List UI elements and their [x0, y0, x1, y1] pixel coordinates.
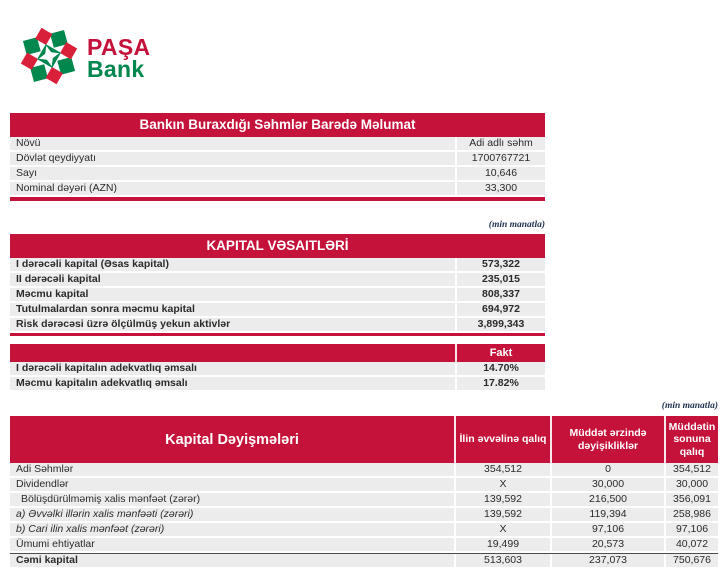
row-label: b) Cari ilin xalis mənfəət (zərəri): [16, 523, 165, 535]
row-label: I dərəcəli kapitalın adekvatlıq əmsalı: [16, 362, 197, 374]
row-value: 10,646: [455, 167, 545, 180]
row-label: Cəmi kapital: [16, 554, 78, 566]
row-value: 33,300: [455, 182, 545, 195]
total-row: Cəmi kapital 513,603 237,073 750,676: [10, 553, 718, 569]
logo-rosette-icon: [20, 27, 78, 90]
issued-shares-table: Bankın Buraxdığı Səhmlər Barədə Məlumat …: [10, 113, 545, 201]
capital-changes-title: Kapital Dəyişmələri: [165, 431, 299, 448]
logo-word-pasha: PAŞA: [87, 33, 151, 60]
table-row: I dərəcəli kapitalın adekvatlıq əmsalı 1…: [10, 362, 545, 377]
table-row: Məcmu kapital 808,337: [10, 288, 545, 303]
cell-beginning-balance: X: [454, 478, 550, 491]
header-spacer: [10, 344, 455, 362]
table-row: Ümumi ehtiyatlar 19,499 20,573 40,072: [10, 538, 718, 553]
table-row: Növü Adi adlı səhm: [10, 137, 545, 152]
cell-ending-balance: 356,091: [664, 493, 718, 506]
capital-resources-table: KAPITAL VƏSAITLƏRİ I dərəcəli kapital (Ə…: [10, 234, 545, 336]
table-bottom-rule: [10, 333, 545, 336]
table-row: Nominal dəyəri (AZN) 33,300: [10, 182, 545, 197]
column-header: İlin əvvəlinə qalıq: [454, 416, 550, 463]
fakt-column-header: Fakt: [455, 344, 545, 362]
cell-ending-balance: 258,986: [664, 508, 718, 521]
cell-period-change: 20,573: [550, 538, 664, 551]
unit-note: (min manatla): [661, 401, 718, 411]
row-label: Nominal dəyəri (AZN): [16, 182, 117, 194]
table-row: b) Cari ilin xalis mənfəət (zərəri) X 97…: [10, 523, 718, 538]
row-label: Məcmu kapitalın adekvatlıq əmsalı: [16, 377, 188, 389]
row-value: 1700767721: [455, 152, 545, 165]
table-row: a) Əvvəlki illərin xalis mənfəəti (zərər…: [10, 508, 718, 523]
cell-ending-balance: 40,072: [664, 538, 718, 551]
cell-period-change: 119,394: [550, 508, 664, 521]
cell-beginning-balance: 139,592: [454, 493, 550, 506]
adequacy-table: Fakt I dərəcəli kapitalın adekvatlıq əms…: [10, 344, 545, 392]
table-row: Sayı 10,646: [10, 167, 545, 182]
unit-note: (min manatla): [488, 220, 545, 230]
row-label: Bölüşdürülməmiş xalis mənfəət (zərər): [21, 493, 201, 505]
row-value: Adi adlı səhm: [455, 137, 545, 150]
capital-resources-title: KAPITAL VƏSAITLƏRİ: [10, 234, 545, 258]
cell-period-change: 216,500: [550, 493, 664, 506]
row-label: Tutulmalardan sonra məcmu kapital: [16, 303, 195, 315]
issued-shares-title: Bankın Buraxdığı Səhmlər Barədə Məlumat: [10, 113, 545, 137]
cell-beginning-balance: 139,592: [454, 508, 550, 521]
column-header: Müddətin sonuna qalıq: [664, 416, 718, 463]
cell-ending-balance: 97,106: [664, 523, 718, 536]
row-label: Sayı: [16, 167, 38, 179]
cell-beginning-balance: 354,512: [454, 463, 550, 476]
row-label: a) Əvvəlki illərin xalis mənfəəti (zərər…: [16, 508, 194, 520]
row-label: Məcmu kapital: [16, 288, 89, 300]
cell-period-change: 97,106: [550, 523, 664, 536]
row-label: Dividendlər: [16, 478, 69, 490]
row-label: Növü: [16, 137, 41, 149]
table-row: II dərəcəli kapital 235,015: [10, 273, 545, 288]
cell-ending-balance: 30,000: [664, 478, 718, 491]
cell-ending-balance: 750,676: [664, 554, 718, 567]
capital-changes-table: Kapital Dəyişmələri İlin əvvəlinə qalıq …: [10, 416, 718, 569]
row-value: 573,322: [455, 258, 545, 271]
cell-period-change: 30,000: [550, 478, 664, 491]
table-row: Dövlət qeydiyyatı 1700767721: [10, 152, 545, 167]
row-value: 14.70%: [455, 362, 545, 375]
table-row: Dividendlər X 30,000 30,000: [10, 478, 718, 493]
cell-beginning-balance: 19,499: [454, 538, 550, 551]
cell-ending-balance: 354,512: [664, 463, 718, 476]
adequacy-header-row: Fakt: [10, 344, 545, 362]
logo-wordmark: PAŞA Bank: [87, 33, 151, 82]
logo-word-bank: Bank: [87, 55, 145, 82]
row-value: 694,972: [455, 303, 545, 316]
table-row: Tutulmalardan sonra məcmu kapital 694,97…: [10, 303, 545, 318]
capital-changes-header-row: Kapital Dəyişmələri İlin əvvəlinə qalıq …: [10, 416, 718, 463]
cell-period-change: 0: [550, 463, 664, 476]
row-value: 3,899,343: [455, 318, 545, 331]
row-label: Dövlət qeydiyyatı: [16, 152, 96, 164]
table-row: I dərəcəli kapital (Əsas kapital) 573,32…: [10, 258, 545, 273]
pasha-bank-logo: PAŞA Bank: [20, 27, 150, 90]
row-value: 235,015: [455, 273, 545, 286]
row-label: Ümumi ehtiyatlar: [16, 538, 95, 550]
table-row: Bölüşdürülməmiş xalis mənfəət (zərər) 13…: [10, 493, 718, 508]
row-label: I dərəcəli kapital (Əsas kapital): [16, 258, 169, 270]
row-label: Risk dərəcəsi üzrə ölçülmüş yekun aktivl…: [16, 318, 231, 330]
row-value: 17.82%: [455, 377, 545, 390]
cell-beginning-balance: 513,603: [454, 554, 550, 567]
table-row: Adi Səhmlər 354,512 0 354,512: [10, 463, 718, 478]
column-header: Müddət ərzində dəyişikliklər: [550, 416, 664, 463]
row-value: 808,337: [455, 288, 545, 301]
table-row: Məcmu kapitalın adekvatlıq əmsalı 17.82%: [10, 377, 545, 392]
table-row: Risk dərəcəsi üzrə ölçülmüş yekun aktivl…: [10, 318, 545, 333]
row-label: Adi Səhmlər: [16, 463, 74, 475]
cell-period-change: 237,073: [550, 554, 664, 567]
cell-beginning-balance: X: [454, 523, 550, 536]
table-bottom-rule: [10, 197, 545, 201]
row-label: II dərəcəli kapital: [16, 273, 101, 285]
